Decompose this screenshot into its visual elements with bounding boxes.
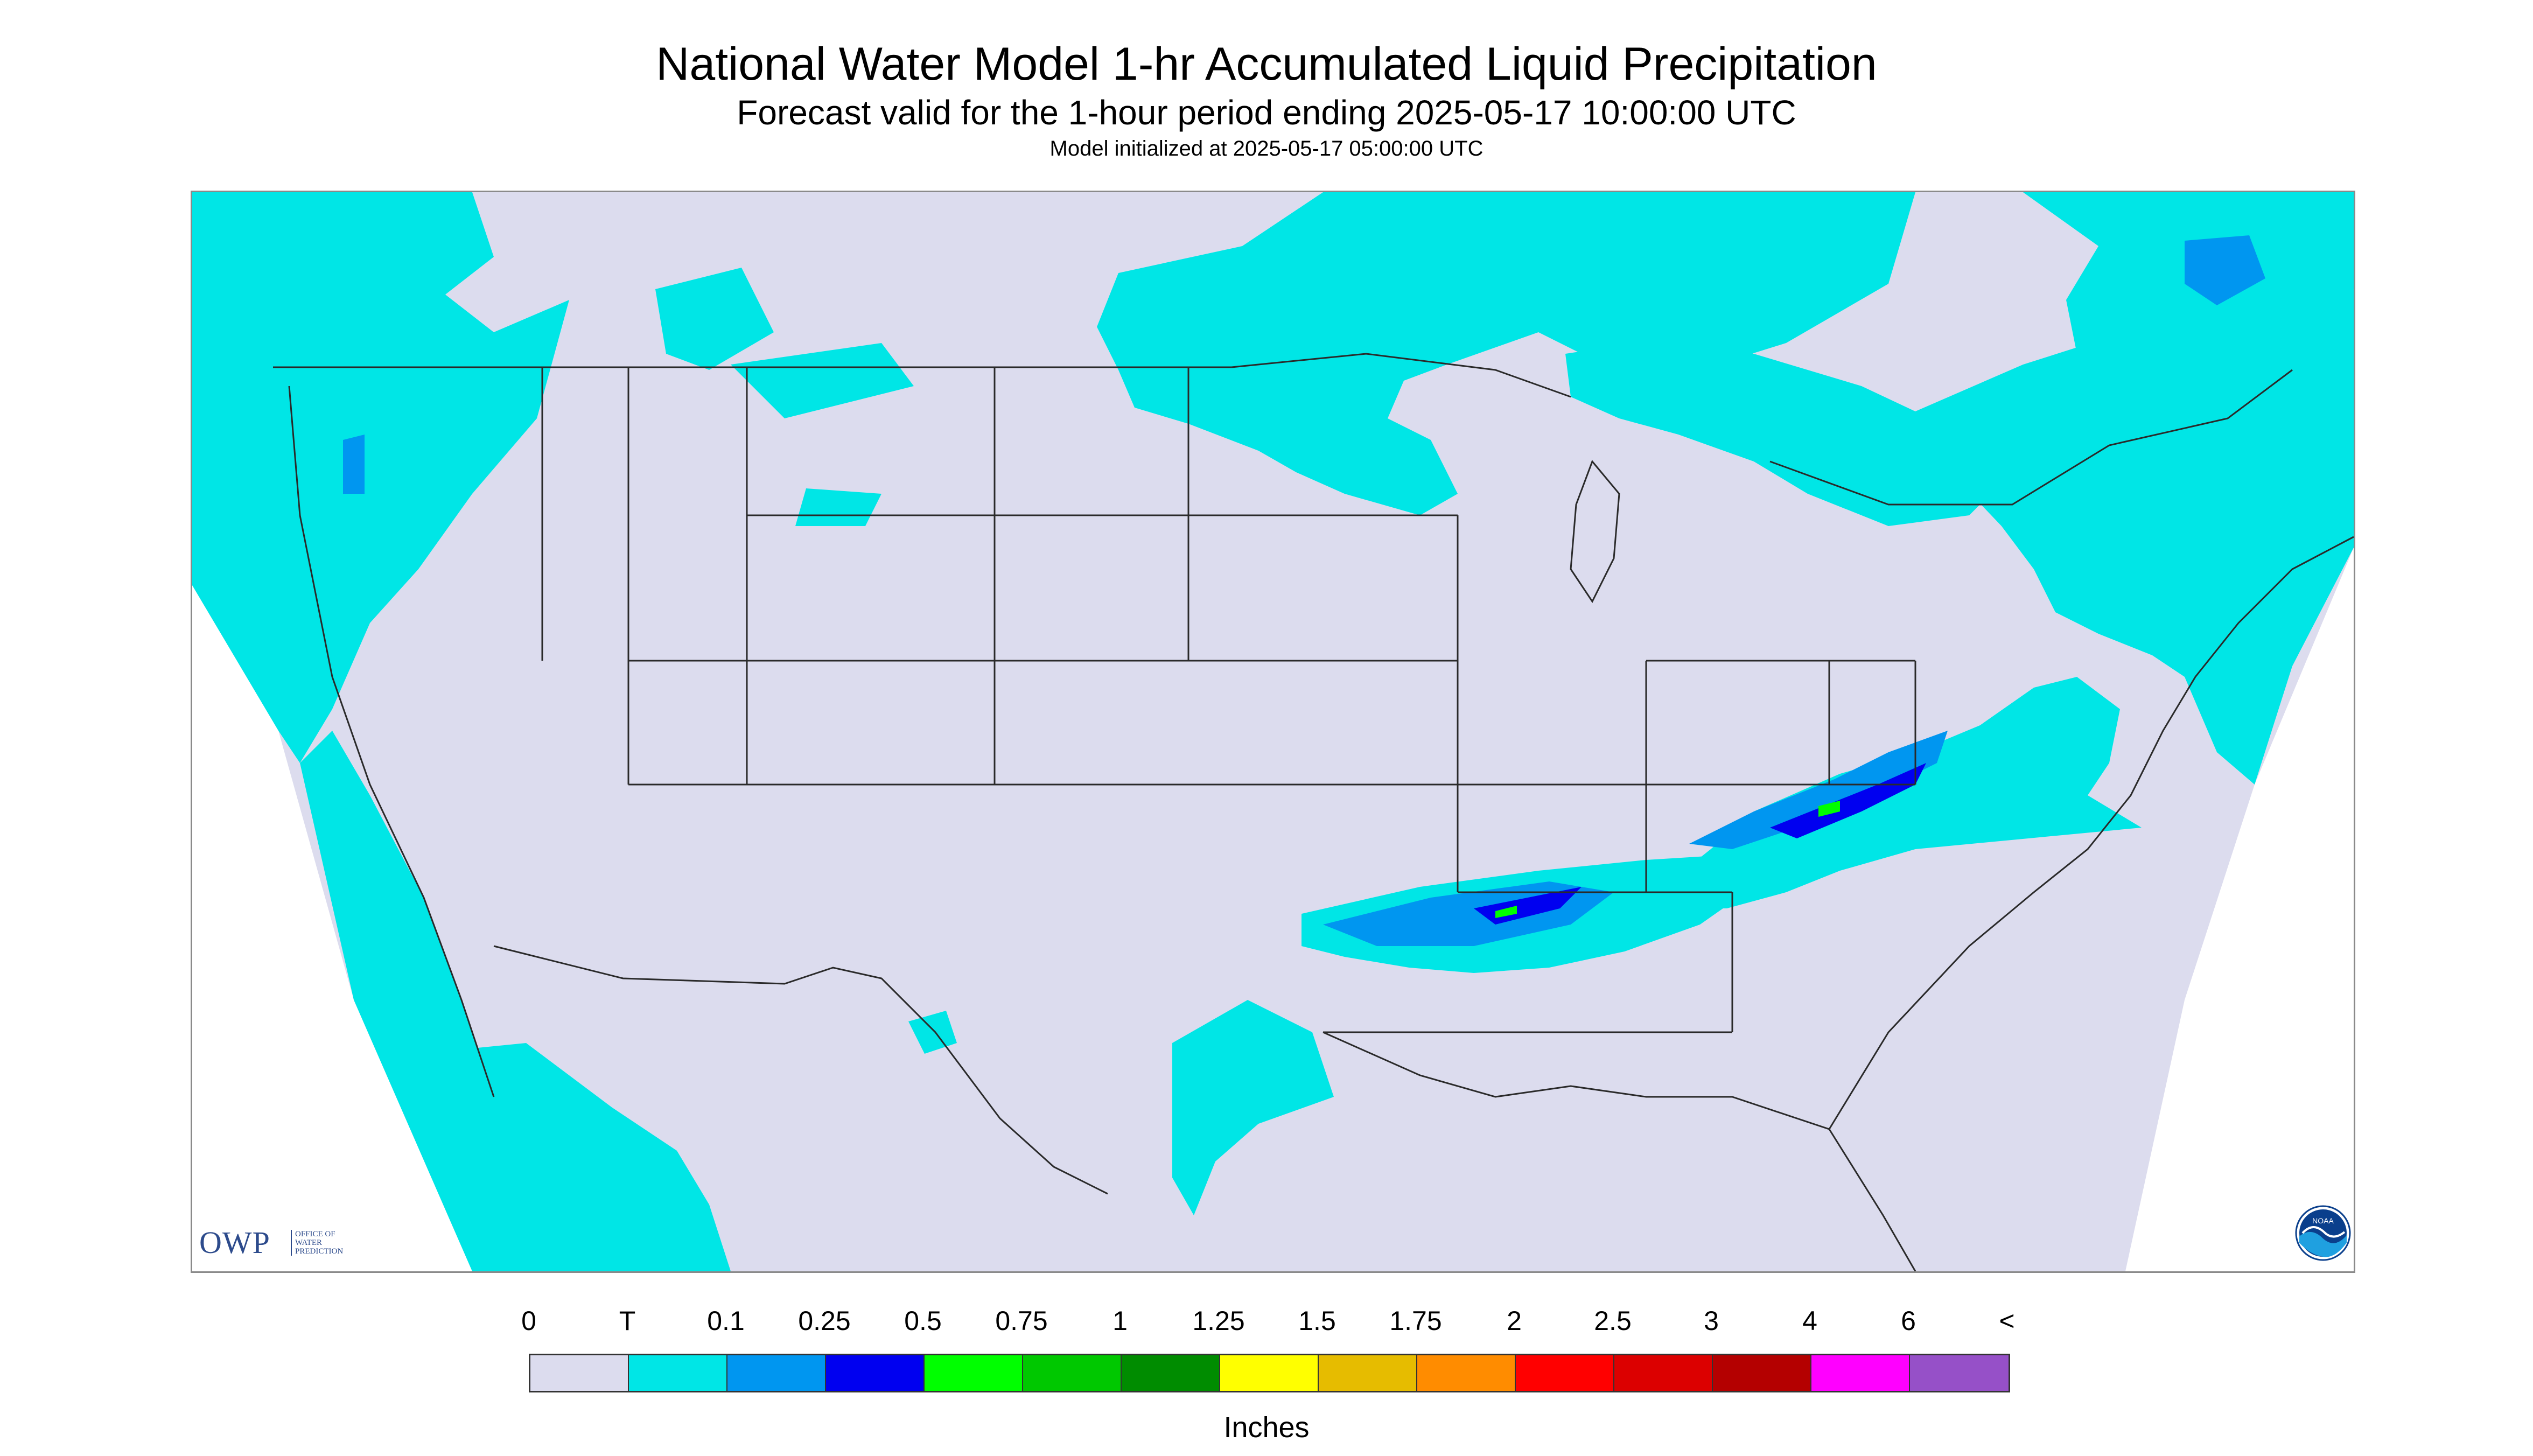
legend-swatch — [1417, 1355, 1516, 1391]
legend-swatch — [1516, 1355, 1614, 1391]
owp-logo: OWP OFFICE OF WATER PREDICTION — [199, 1222, 377, 1265]
legend-swatch — [1713, 1355, 1811, 1391]
precip-texas-coast — [1172, 1000, 1334, 1215]
state-lines — [541, 367, 1916, 1033]
atlantic-coast-line — [1828, 536, 2354, 1130]
lake-michigan-outline — [1570, 460, 1620, 603]
precip-baja-offshore — [418, 1043, 731, 1271]
legend-swatch — [1122, 1355, 1220, 1391]
gulf-coast-line — [1323, 1031, 1916, 1271]
precip-heavy-carolinas — [1818, 801, 1840, 817]
legend-swatch — [1319, 1355, 1417, 1391]
precipitation-map — [191, 191, 2355, 1273]
legend-tick-label: 1.75 — [1389, 1306, 1442, 1336]
legend-swatch — [1023, 1355, 1122, 1391]
legend-tick-label: 0.5 — [904, 1306, 942, 1336]
political-borders — [273, 353, 2354, 1271]
legend-swatch — [826, 1355, 925, 1391]
legend-swatch — [925, 1355, 1023, 1391]
precip-pacific-northwest — [192, 192, 569, 763]
owp-wordmark: OWP — [199, 1225, 270, 1260]
precip-light-carolinas — [1689, 731, 1948, 849]
precip-south-texas — [908, 1011, 957, 1054]
precip-heavy-areas — [1495, 801, 1840, 918]
owp-subtext-line-3: PREDICTION — [295, 1247, 344, 1256]
model-init-line: Model initialized at 2025-05-17 05:00:00… — [1049, 137, 1484, 160]
legend-tick-label: 1.5 — [1298, 1306, 1336, 1336]
legend-swatch — [1220, 1355, 1319, 1391]
precip-light-canada — [2185, 235, 2265, 305]
legend-swatch — [629, 1355, 727, 1391]
map-title: National Water Model 1-hr Accumulated Li… — [656, 38, 1877, 90]
legend-tick-label: 4 — [1802, 1306, 1817, 1336]
legend-tick-label: 3 — [1704, 1306, 1719, 1336]
legend-swatch — [727, 1355, 826, 1391]
map-canvas — [192, 192, 2354, 1271]
precip-heavy-alabama — [1495, 906, 1517, 918]
precip-nw-scatter-2 — [731, 343, 914, 418]
legend-swatch — [1614, 1355, 1713, 1391]
precip-northeast — [1899, 289, 2354, 785]
owp-subtext-line-2: WATER — [295, 1238, 322, 1247]
precip-nw-scatter-3 — [795, 488, 881, 526]
precip-moderate-carolinas — [1770, 763, 1926, 838]
precip-great-lakes — [1565, 338, 2012, 526]
legend-units-label: Inches — [1223, 1411, 1310, 1444]
legend-tick-label: 2.5 — [1594, 1306, 1632, 1336]
legend-tick-label: 1 — [1112, 1306, 1128, 1336]
us-canada-border — [273, 353, 2293, 506]
noaa-emblem-icon: NOAA — [2295, 1205, 2351, 1261]
legend-color-bar — [529, 1354, 2010, 1392]
legend-tick-label: < — [1999, 1306, 2015, 1336]
legend-tick-label: 0 — [521, 1306, 536, 1336]
precip-nw-scatter-1 — [655, 268, 774, 370]
west-coast-line — [288, 386, 495, 1097]
precip-light-oregon — [343, 435, 365, 494]
legend-tick-label: 0.25 — [798, 1306, 851, 1336]
owp-subtext-line-1: OFFICE OF — [295, 1230, 335, 1238]
legend-tick-label: 1.25 — [1192, 1306, 1245, 1336]
legend-tick-label: 6 — [1901, 1306, 1916, 1336]
precip-upper-midwest — [1097, 192, 1915, 515]
legend-tick-label: 0.75 — [995, 1306, 1048, 1336]
legend-swatch — [1811, 1355, 1910, 1391]
legend-tick-labels: 0 T 0.1 0.25 0.5 0.75 1 1.25 1.5 1.75 2 2.5 3 4 6 < — [521, 1305, 2015, 1343]
noaa-label: NOAA — [2312, 1216, 2334, 1225]
noaa-logo: NOAA — [2295, 1205, 2351, 1261]
forecast-valid-subtitle: Forecast valid for the 1-hour period end… — [737, 93, 1796, 132]
legend-swatch — [1910, 1355, 2009, 1391]
legend-tick-label: T — [619, 1306, 636, 1336]
legend-swatch — [530, 1355, 629, 1391]
legend-tick-label: 2 — [1507, 1306, 1522, 1336]
legend-tick-label: 0.1 — [707, 1306, 745, 1336]
us-mexico-border — [493, 945, 1108, 1195]
owp-subtext: OFFICE OF WATER PREDICTION — [291, 1230, 343, 1256]
